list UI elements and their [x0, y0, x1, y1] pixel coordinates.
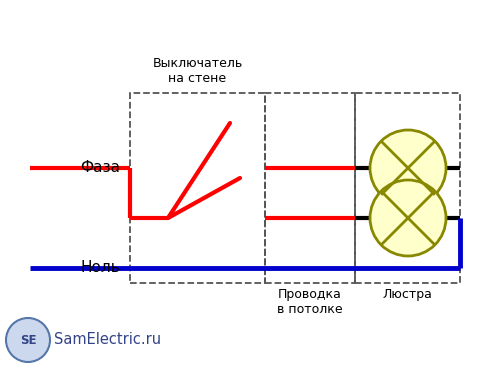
- Text: Ноль: Ноль: [80, 260, 120, 276]
- Bar: [130, 93, 265, 283]
- Circle shape: [370, 130, 446, 206]
- Circle shape: [370, 180, 446, 256]
- Text: SamElectric.ru: SamElectric.ru: [54, 333, 161, 347]
- Bar: [355, 93, 460, 283]
- Bar: [265, 93, 355, 283]
- Text: Фаза: Фаза: [80, 161, 120, 175]
- Text: Люстра: Люстра: [382, 288, 432, 301]
- Circle shape: [6, 318, 50, 362]
- Text: Выключатель
на стене: Выключатель на стене: [152, 57, 242, 85]
- Text: Проводка
в потолке: Проводка в потолке: [277, 288, 343, 316]
- Text: SE: SE: [20, 333, 36, 347]
